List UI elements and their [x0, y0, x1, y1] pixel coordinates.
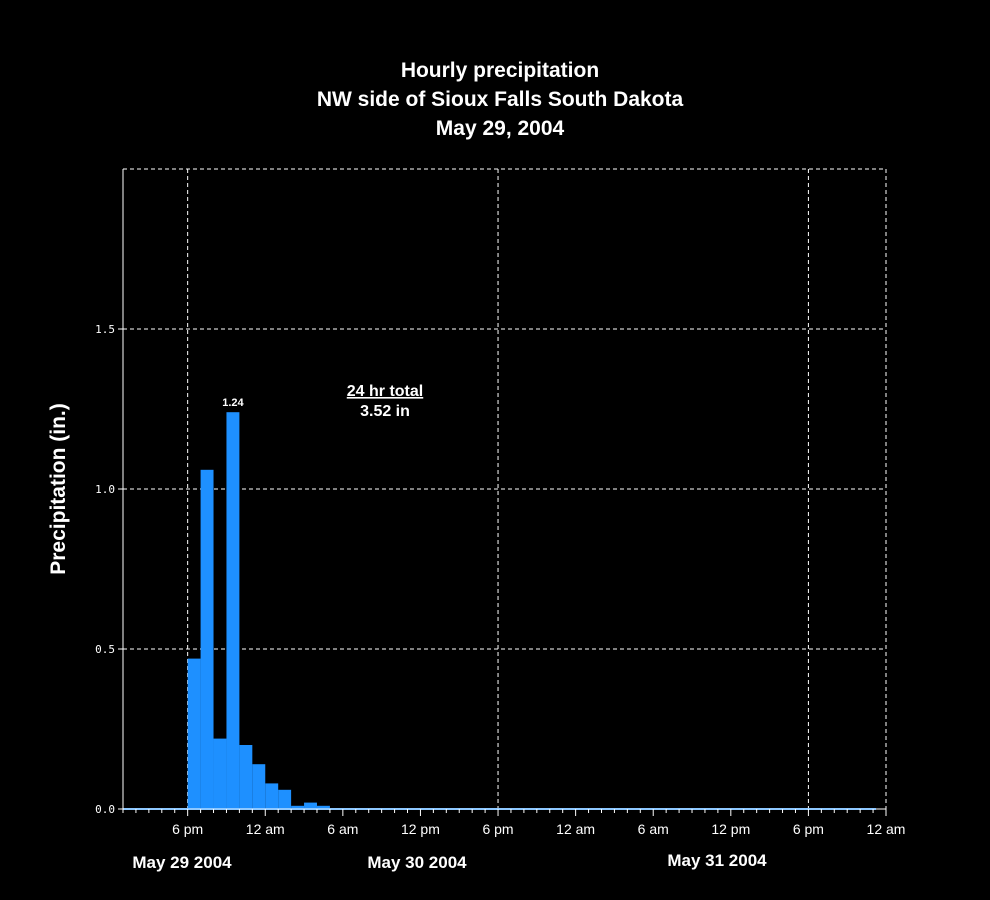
- bar-10: [316, 805, 330, 809]
- chart-title-line-2: NW side of Sioux Falls South Dakota: [317, 88, 684, 111]
- chart-title-line-1: Hourly precipitation: [401, 59, 599, 82]
- bar-2: [213, 738, 227, 809]
- x-tick-label-6: 6 am: [638, 821, 669, 837]
- x-tick-label-7: 12 pm: [711, 821, 750, 837]
- x-tick-label-5: 12 am: [556, 821, 595, 837]
- y-tick-label-3: 1.5: [95, 323, 115, 336]
- bars: 1.24: [123, 397, 876, 810]
- date-label-may-31: May 31 2004: [667, 851, 767, 870]
- bar-3: [226, 412, 240, 809]
- y-tick-label-0: 0.0: [95, 803, 115, 816]
- x-tick-label-3: 12 pm: [401, 821, 440, 837]
- bar-1: [200, 469, 214, 809]
- bar-8: [291, 805, 305, 809]
- x-tick-label-1: 12 am: [246, 821, 285, 837]
- y-tick-label-2: 1.0: [95, 483, 115, 496]
- bar-6: [265, 783, 279, 809]
- bar-4: [239, 745, 253, 809]
- date-label-may-30: May 30 2004: [367, 853, 467, 872]
- x-tick-label-9: 12 am: [867, 821, 906, 837]
- bar-0: [187, 658, 201, 809]
- total-annotation-heading: 24 hr total: [347, 383, 423, 400]
- total-annotation-value: 3.52 in: [360, 403, 410, 420]
- x-tick-label-4: 6 pm: [482, 821, 513, 837]
- bar-value-label: 1.24: [222, 397, 244, 409]
- y-axis-label: Precipitation (in.): [47, 403, 70, 575]
- x-tick-labels: 6 pm 12 am 6 am 12 pm 6 pm 12 am 6 am 12 pm 6 pm…: [172, 821, 905, 837]
- x-tick-label-2: 6 am: [327, 821, 358, 837]
- bar-9: [304, 802, 317, 809]
- axes: [118, 169, 887, 816]
- date-label-may-29: May 29 2004: [132, 853, 232, 872]
- bar-7: [278, 789, 292, 809]
- y-tick-labels: 0.0 0.5 1.0 1.5: [95, 323, 115, 816]
- x-tick-label-0: 6 pm: [172, 821, 203, 837]
- x-tick-label-8: 6 pm: [793, 821, 824, 837]
- chart-title-line-3: May 29, 2004: [436, 117, 565, 140]
- bar-5: [252, 764, 266, 809]
- y-tick-label-1: 0.5: [95, 643, 115, 656]
